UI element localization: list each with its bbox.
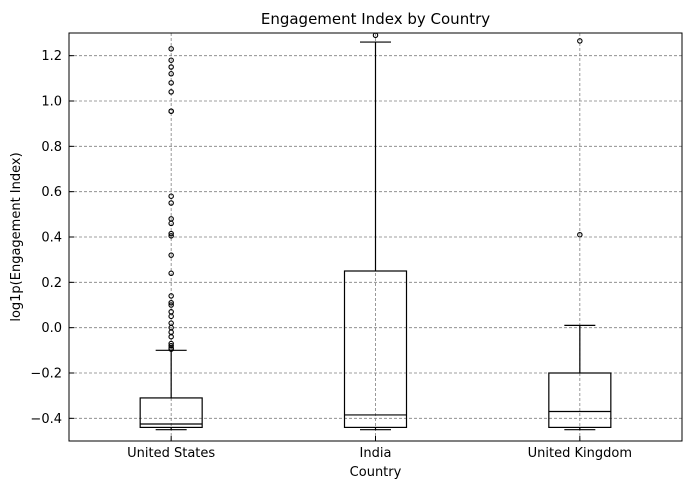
box-group (343, 32, 408, 431)
outlier-point (168, 346, 174, 352)
y-tick-label: −0.2 (30, 367, 62, 382)
y-tick-label: 0.0 (41, 321, 62, 336)
y-axis-label: log1p(Engagement Index) (9, 152, 24, 321)
outlier-point (168, 233, 174, 239)
y-tick-label: 1.0 (41, 95, 62, 110)
x-axis-label: Country (350, 465, 402, 480)
outlier-point (168, 89, 174, 95)
outlier-point (168, 193, 174, 199)
outlier-point (168, 333, 174, 340)
x-tick-label: United States (127, 446, 215, 461)
outlier-point (168, 252, 174, 258)
x-tick-label: United Kingdom (528, 446, 632, 461)
outlier-point (577, 231, 583, 238)
outlier-point (168, 46, 174, 52)
box-iqr (139, 397, 203, 428)
outlier-point (168, 71, 174, 77)
outlier-point (168, 343, 174, 349)
outlier-point (168, 293, 174, 299)
outlier-point (168, 313, 174, 320)
y-tick-label: 0.4 (41, 231, 62, 246)
outlier-point (168, 299, 174, 306)
outlier-point (168, 108, 174, 114)
plot-area (139, 32, 612, 431)
box-group (139, 46, 203, 431)
y-tick-label: −0.4 (30, 412, 62, 427)
box-group (548, 38, 612, 431)
y-tick-label: 0.8 (41, 140, 62, 155)
outlier-point (168, 270, 174, 277)
x-tick-label: India (360, 446, 392, 461)
outlier-point (168, 230, 174, 237)
outlier-point (577, 38, 583, 44)
outlier-point (168, 220, 174, 227)
outlier-point (168, 64, 174, 70)
axes: −0.4 −0.2 0.0 0.2 0.4 0.6 0.8 1.0 1.2 United Stat… (30, 49, 632, 461)
outlier-point (168, 80, 174, 86)
chart-title: Engagement Index by Country (261, 10, 490, 28)
outlier-point (168, 200, 174, 206)
outlier-point (168, 57, 174, 63)
y-tick-label: 0.2 (41, 276, 62, 291)
outlier-point (168, 302, 174, 308)
y-tick-label: 1.2 (41, 49, 62, 64)
y-tick-label: 0.6 (41, 185, 62, 200)
